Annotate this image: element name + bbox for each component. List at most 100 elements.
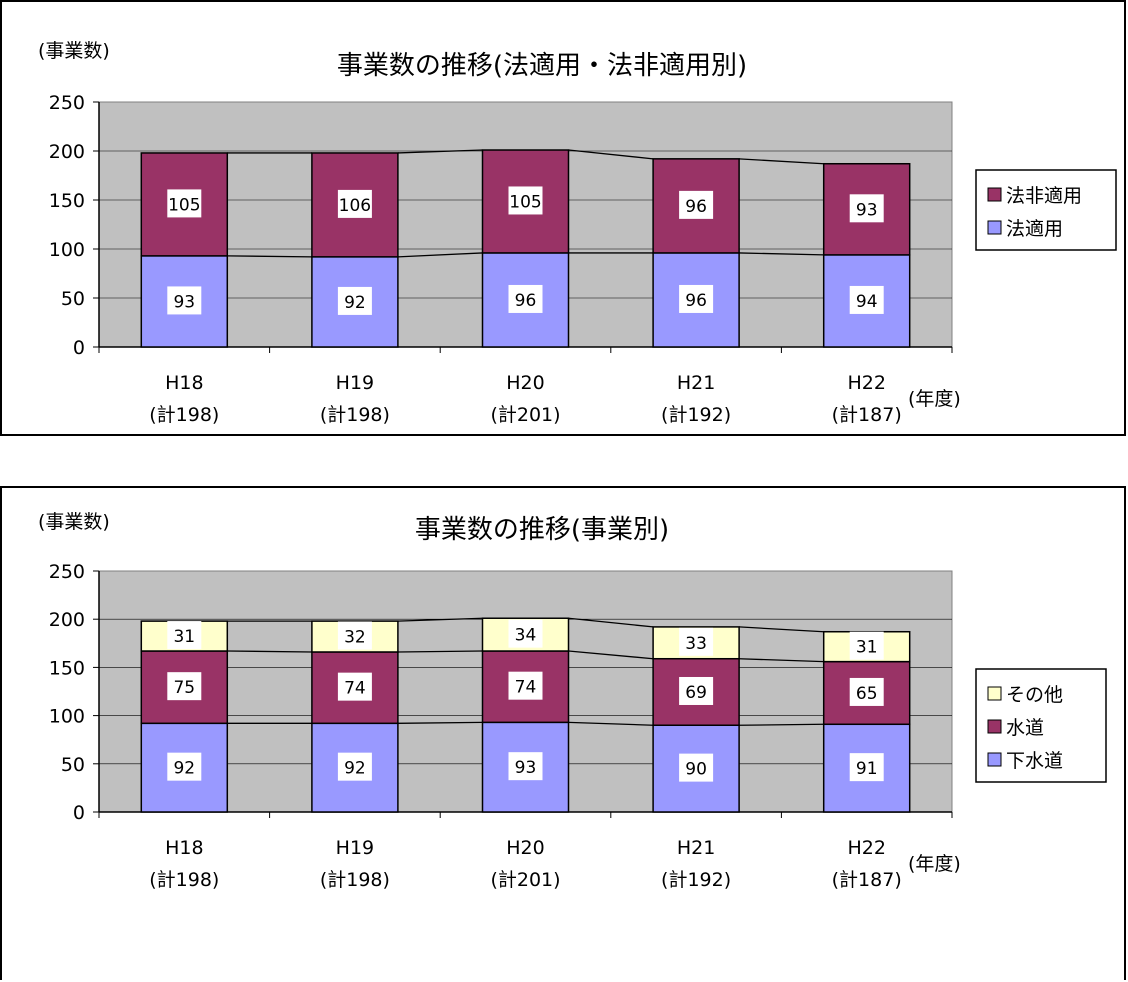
data-label: 65 [856, 684, 878, 704]
data-label: 33 [685, 634, 707, 654]
x-tick-label: H20 [506, 372, 544, 394]
data-label: 92 [344, 293, 366, 313]
data-label-box [508, 619, 543, 648]
x-tick-sublabel: (計192) [661, 404, 731, 426]
y-tick-label: 100 [49, 706, 85, 728]
legend-label: 水道 [1006, 717, 1044, 739]
x-tick-sublabel: (計187) [832, 869, 902, 891]
chart-panel-by-law-application: 0 50 100 150 200 250 93 92 96 96 94 105 106 105 96 93 H1… [0, 0, 1126, 436]
data-label-box [849, 677, 884, 706]
y-tick-label: 200 [49, 141, 85, 163]
data-label-box [167, 621, 202, 650]
x-tick-sublabel: (計198) [320, 404, 390, 426]
y-tick-label: 150 [49, 657, 85, 679]
data-label: 106 [339, 196, 371, 216]
x-tick-sublabel: (計192) [661, 869, 731, 891]
series-line-0 [227, 255, 312, 258]
y-tick-label: 0 [73, 802, 85, 824]
series-line-0 [568, 721, 654, 726]
series-line-2 [568, 617, 654, 628]
data-label: 96 [685, 291, 707, 311]
data-label-box [508, 186, 543, 215]
data-label: 93 [515, 758, 537, 778]
series-line-1 [568, 650, 654, 660]
legend-label: その他 [1006, 684, 1063, 706]
series-line-0 [739, 723, 824, 726]
data-label-box [508, 752, 543, 781]
data-label-box [679, 753, 714, 782]
data-label: 69 [685, 683, 707, 703]
y-tick-label: 100 [49, 239, 85, 261]
legend-swatch [987, 220, 1002, 235]
x-tick-label: H19 [336, 372, 374, 394]
legend-box [975, 169, 1117, 251]
data-label-box [679, 676, 714, 705]
data-label-box [337, 621, 372, 650]
data-label-box [167, 752, 202, 781]
y-tick-label: 250 [49, 561, 85, 583]
data-label: 34 [515, 626, 537, 646]
legend-swatch [987, 719, 1002, 734]
data-label: 92 [344, 759, 366, 779]
bar-0-0 [140, 255, 229, 348]
chart-by-law-application: 0 50 100 150 200 250 93 92 96 96 94 105 106 105 96 93 H1… [38, 40, 1117, 426]
x-tick-sublabel: (計198) [149, 404, 219, 426]
x-tick-sublabel: (計187) [832, 404, 902, 426]
legend-swatch [987, 187, 1002, 202]
legend-label: 法適用 [1006, 218, 1063, 240]
x-tick-label: H21 [677, 837, 715, 859]
chart-panel-by-business: 0 50 100 150 200 250 92 92 93 90 91 75 74 74 69 65 31 32 3… [0, 486, 1126, 980]
x-tick-sublabel: (計198) [320, 869, 390, 891]
x-tick-label: H19 [336, 837, 374, 859]
y-tick-label: 150 [49, 190, 85, 212]
data-label: 94 [856, 292, 878, 312]
series-line-0 [739, 252, 824, 256]
data-label: 96 [685, 197, 707, 217]
y-tick-label: 50 [61, 288, 85, 310]
data-label: 105 [509, 192, 541, 212]
x-tick-label: H18 [165, 372, 203, 394]
legend-swatch [987, 752, 1002, 767]
data-label-box [679, 627, 714, 656]
data-label-box [679, 190, 714, 219]
x-axis-label: (年度) [908, 853, 961, 875]
chart-title: 事業数の推移(法適用・法非適用別) [337, 51, 747, 81]
x-tick-label: H22 [847, 372, 885, 394]
data-label-box [508, 284, 543, 313]
data-label-box [337, 286, 372, 315]
y-tick-label: 200 [49, 609, 85, 631]
data-label-box [167, 286, 202, 315]
data-label: 75 [173, 678, 195, 698]
chart-title: 事業数の推移(事業別) [415, 515, 669, 545]
y-tick-label: 0 [73, 337, 85, 359]
series-line-0 [397, 252, 483, 258]
data-label: 93 [856, 200, 878, 220]
data-label: 90 [685, 760, 707, 780]
data-label: 93 [173, 292, 195, 312]
x-tick-sublabel: (計198) [149, 869, 219, 891]
data-label-box [849, 285, 884, 314]
y-tick-label: 250 [49, 92, 85, 114]
x-tick-sublabel: (計201) [490, 404, 560, 426]
x-tick-label: H20 [506, 837, 544, 859]
x-tick-label: H18 [165, 837, 203, 859]
data-label: 74 [515, 678, 537, 698]
data-label-box [337, 672, 372, 701]
series-line-2 [397, 617, 483, 622]
data-label: 105 [168, 195, 200, 215]
y-tick-label: 50 [61, 754, 85, 776]
legend-label: 下水道 [1006, 750, 1063, 772]
data-label: 96 [515, 291, 537, 311]
data-label-box [167, 672, 202, 701]
x-tick-label: H22 [847, 837, 885, 859]
data-label-box [167, 189, 202, 218]
series-line-1 [739, 658, 824, 663]
data-label-box [849, 753, 884, 782]
chart-by-business: 0 50 100 150 200 250 92 92 93 90 91 75 74 74 69 65 31 32 3… [38, 511, 1107, 891]
legend-swatch [987, 686, 1002, 701]
data-label: 31 [856, 638, 878, 658]
data-label: 91 [856, 759, 878, 779]
data-label: 74 [344, 679, 366, 699]
